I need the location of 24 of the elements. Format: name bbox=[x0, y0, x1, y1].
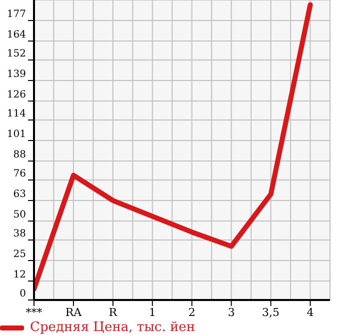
legend-label: Средняя Цена, тыс. йен bbox=[30, 320, 195, 335]
x-tick-label: R bbox=[108, 306, 118, 319]
y-tick-label: 152 bbox=[6, 48, 26, 60]
x-tick-label: *** bbox=[26, 306, 43, 319]
y-tick-label: 63 bbox=[13, 189, 26, 200]
x-tick-label: 2 bbox=[188, 306, 196, 319]
x-tick-label: RA bbox=[65, 306, 83, 319]
y-tick-label: 177 bbox=[6, 9, 26, 20]
y-tick-label: 88 bbox=[13, 150, 26, 161]
x-tick-label: 1 bbox=[148, 306, 156, 319]
y-tick-label: 12 bbox=[13, 270, 26, 281]
y-tick-label: 114 bbox=[6, 108, 26, 120]
x-tick-label: 3 bbox=[228, 306, 235, 319]
y-tick-label: 25 bbox=[13, 249, 26, 260]
y-tick-label: 126 bbox=[6, 90, 26, 101]
x-tick-label: 4 bbox=[306, 306, 314, 319]
y-tick-label: 38 bbox=[13, 228, 26, 240]
y-tick-label: 139 bbox=[6, 69, 26, 80]
x-tick-label: 3,5 bbox=[262, 306, 280, 319]
y-tick-label: 0 bbox=[20, 288, 26, 300]
y-tick-label: 50 bbox=[13, 210, 26, 221]
y-tick-label: 101 bbox=[6, 129, 26, 140]
y-tick-label: 76 bbox=[13, 168, 26, 180]
y-tick-label: 164 bbox=[6, 30, 26, 41]
